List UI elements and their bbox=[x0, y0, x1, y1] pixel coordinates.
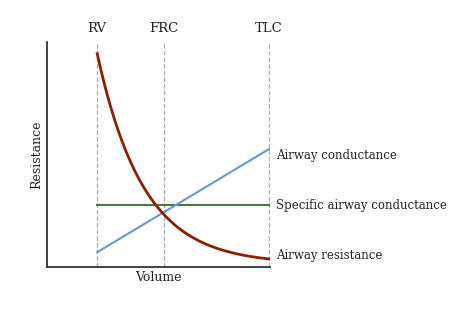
Y-axis label: Resistance: Resistance bbox=[30, 120, 43, 189]
X-axis label: Volume: Volume bbox=[136, 271, 182, 284]
Text: RV: RV bbox=[88, 22, 107, 35]
Text: TLC: TLC bbox=[255, 22, 283, 35]
Text: FRC: FRC bbox=[149, 22, 178, 35]
Text: Airway resistance: Airway resistance bbox=[276, 249, 382, 262]
Text: Specific airway conductance: Specific airway conductance bbox=[276, 198, 447, 212]
Text: Airway conductance: Airway conductance bbox=[276, 149, 397, 162]
